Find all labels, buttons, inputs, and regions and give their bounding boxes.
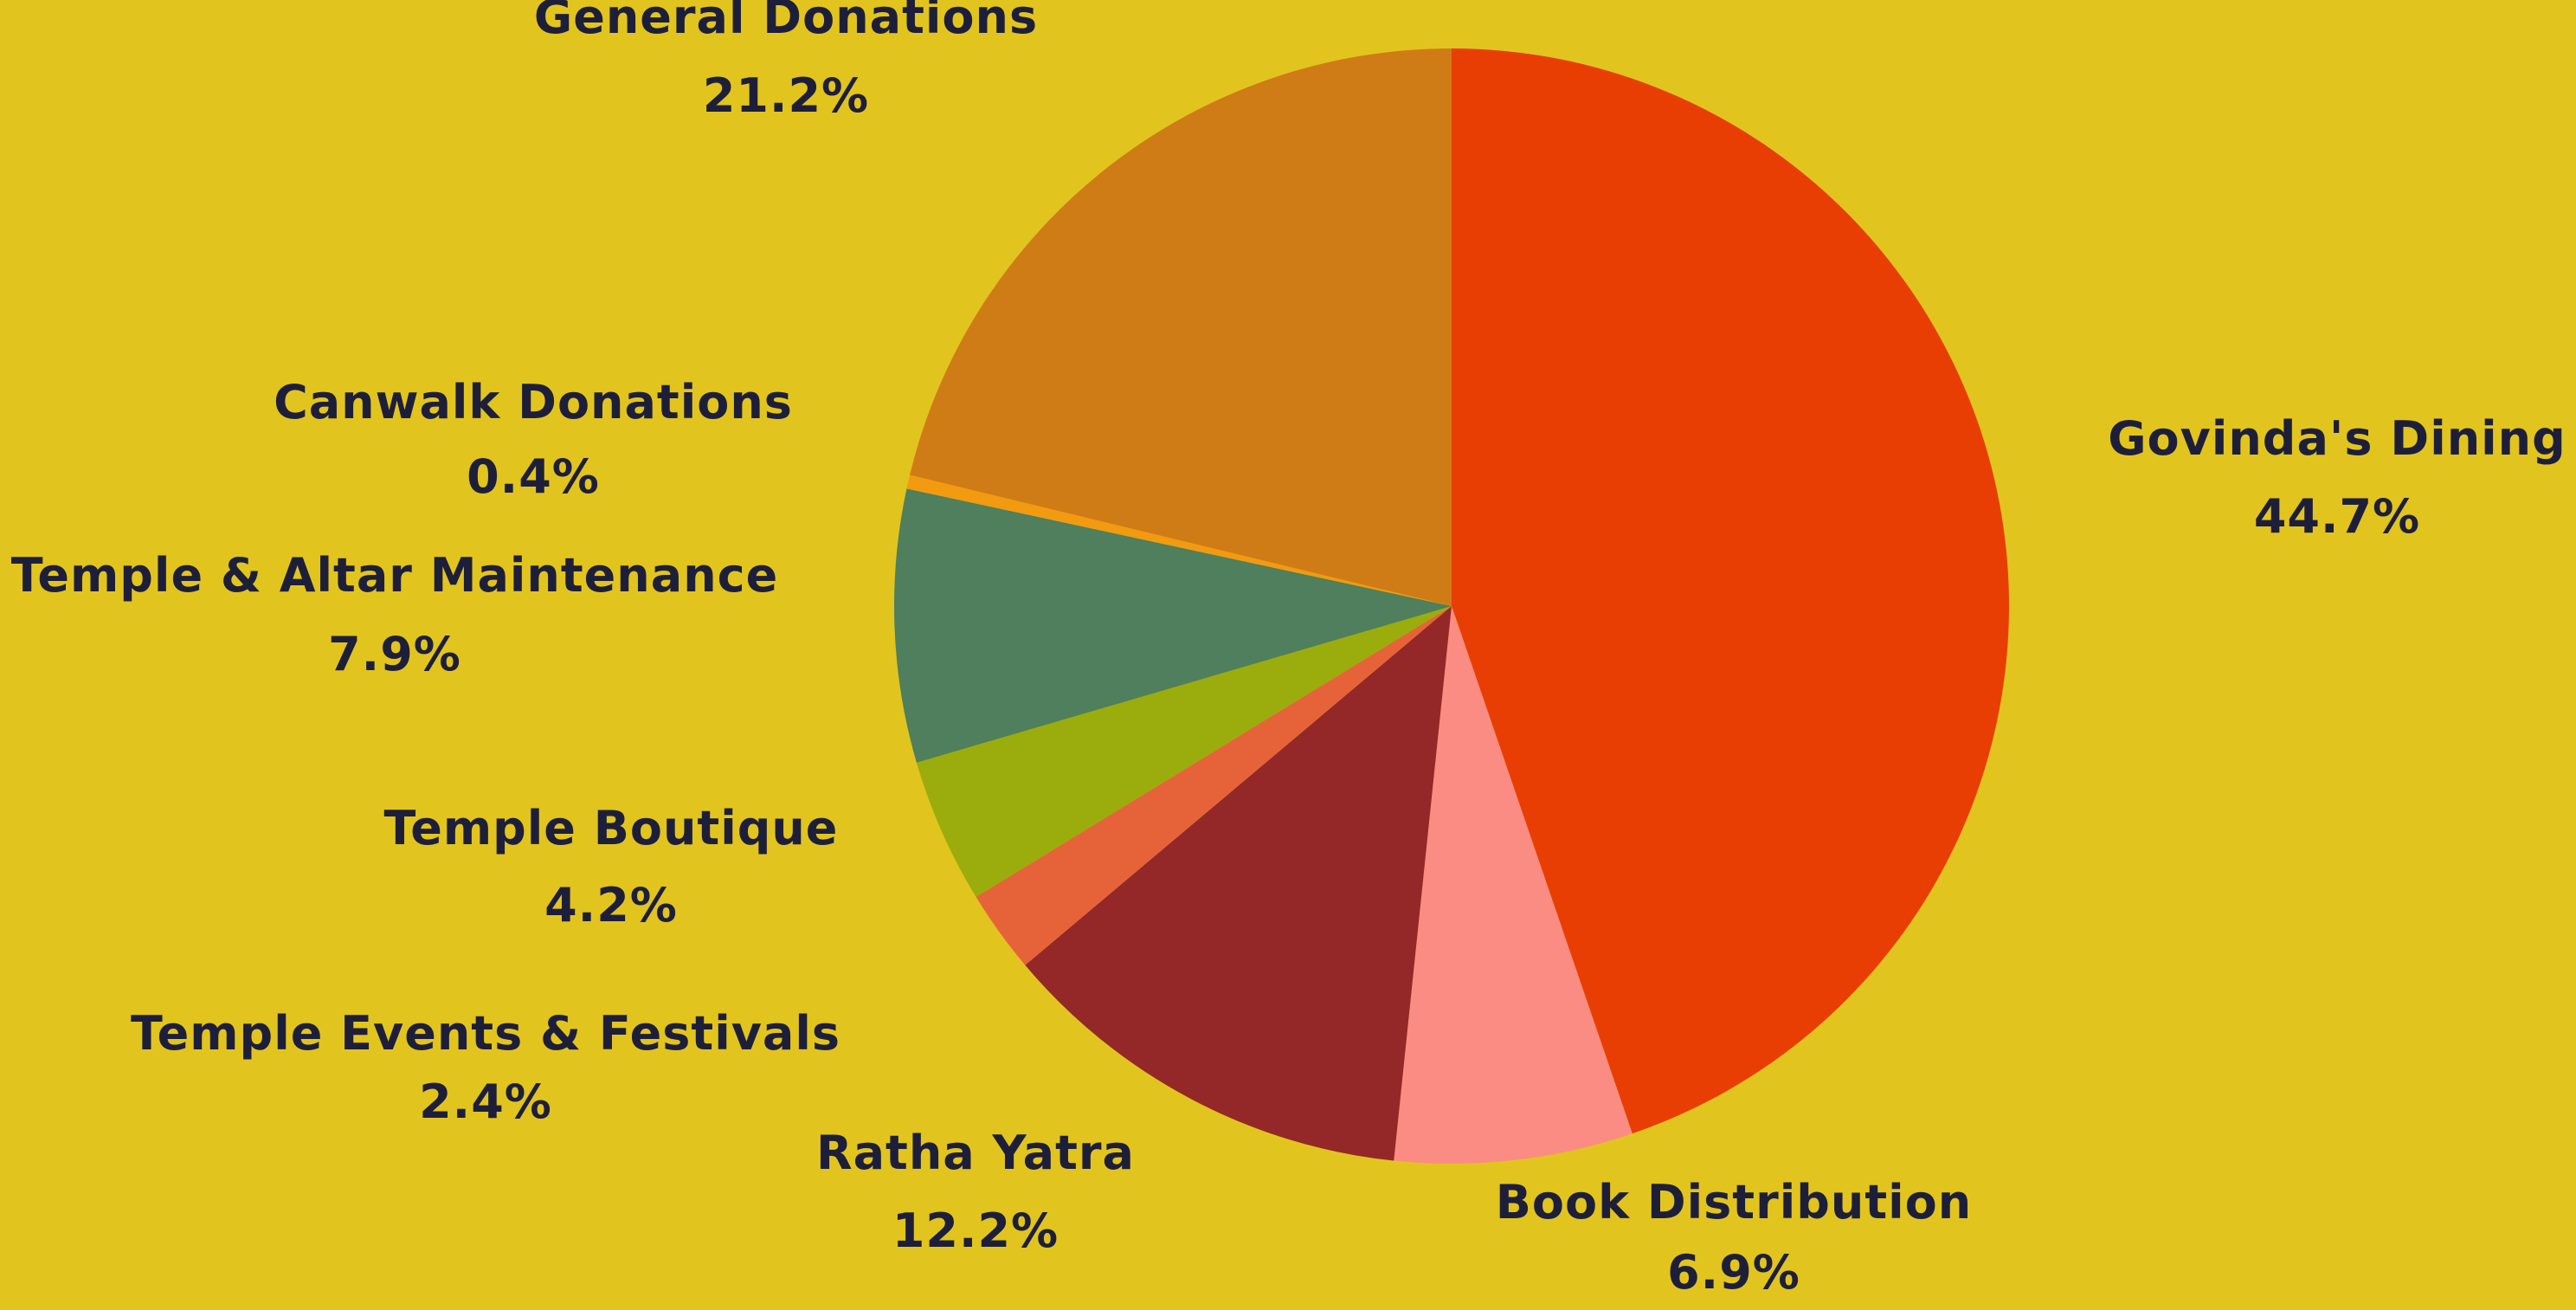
slice-percent-label: 44.7% [2254,489,2420,544]
pie-labels: Govinda's Dining 44.7% Book Distribution 6.… [11,0,2566,1300]
pie-slice-temple-boutique [916,606,1452,897]
slice-percent-label: 12.2% [892,1204,1059,1258]
pie-slice-temple-altar-maintenance [894,488,1452,763]
slice-percent-label: 0.4% [467,449,600,504]
slice-label: General Donations [534,0,1038,44]
pie-slice-ratha-yatra [1025,606,1452,1161]
pie-slice-general-donations [910,48,1452,606]
pie-slices [894,48,2009,1164]
pie-slice-book-distribution [1394,606,1633,1164]
slice-label: Temple Boutique [384,801,839,855]
slice-percent-label: 21.2% [703,68,869,123]
pie-slice-temple-events-festivals [976,606,1452,965]
slice-label: Canwalk Donations [274,375,793,429]
slice-percent-label: 6.9% [1667,1245,1800,1300]
pie-slice-canwalk-donations [906,474,1452,606]
slice-percent-label: 7.9% [328,627,461,681]
pie-slice-govinda-s-dining [1452,48,2009,1134]
slice-percent-label: 4.2% [544,878,678,932]
slice-label: Ratha Yatra [816,1126,1135,1180]
slice-label: Govinda's Dining [2108,411,2566,466]
slice-percent-label: 2.4% [419,1074,552,1129]
slice-label: Book Distribution [1496,1175,1972,1229]
slice-label: Temple & Altar Maintenance [11,548,779,603]
slice-label: Temple Events & Festivals [131,1006,840,1061]
